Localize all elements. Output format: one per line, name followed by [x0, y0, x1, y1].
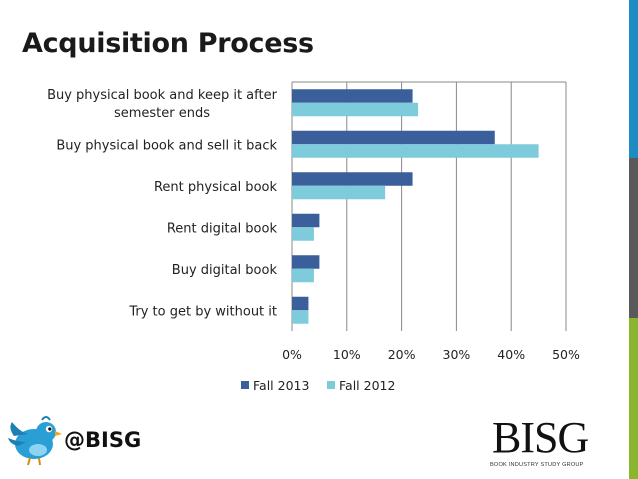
bar-fall2012-0 [292, 102, 419, 117]
logo-subtitle: BOOK INDUSTRY STUDY GROUP [490, 462, 584, 468]
category-label-0-line-1: semester ends [114, 106, 210, 121]
bar-fall2013-5 [292, 296, 309, 311]
category-label-2: Rent physical book [154, 180, 278, 195]
accent-strip-gray [629, 158, 638, 318]
bar-fall2013-1 [292, 130, 495, 145]
legend-swatch-1 [327, 381, 335, 389]
legend-label-0: Fall 2013 [253, 378, 309, 393]
x-tick-label-4: 40% [497, 347, 525, 362]
bar-fall2012-5 [292, 310, 309, 324]
accent-strip-green [629, 318, 638, 479]
category-label-1: Buy physical book and sell it back [56, 138, 277, 153]
category-label-0-line-0: Buy physical book and keep it after [47, 88, 278, 103]
x-tick-label-0: 0% [282, 347, 302, 362]
bar-fall2013-0 [292, 89, 413, 103]
x-tick-label-2: 20% [388, 347, 416, 362]
bar-fall2013-2 [292, 172, 413, 186]
x-tick-label-3: 30% [443, 347, 471, 362]
bar-fall2013-4 [292, 255, 320, 269]
twitter-handle: @BISG [64, 428, 142, 452]
x-tick-label-5: 50% [552, 347, 580, 362]
legend-label-1: Fall 2012 [339, 378, 395, 393]
category-label-5: Try to get by without it [128, 304, 277, 319]
category-label-3: Rent digital book [167, 221, 278, 236]
category-label-4: Buy digital book [172, 263, 278, 278]
logo-mark: BISG [492, 413, 589, 462]
bar-fall2012-2 [292, 185, 386, 200]
bar-fall2012-4 [292, 268, 314, 283]
bisg-logo: BISG BOOK INDUSTRY STUDY GROUP [490, 416, 614, 472]
legend-swatch-0 [241, 381, 249, 389]
bar-fall2013-3 [292, 213, 320, 228]
twitter-bird-icon [8, 416, 62, 466]
bar-fall2012-3 [292, 227, 314, 241]
accent-strip-blue [629, 0, 638, 158]
bar-fall2012-1 [292, 144, 539, 158]
x-tick-label-1: 10% [333, 347, 361, 362]
slide-title: Acquisition Process [22, 28, 314, 59]
